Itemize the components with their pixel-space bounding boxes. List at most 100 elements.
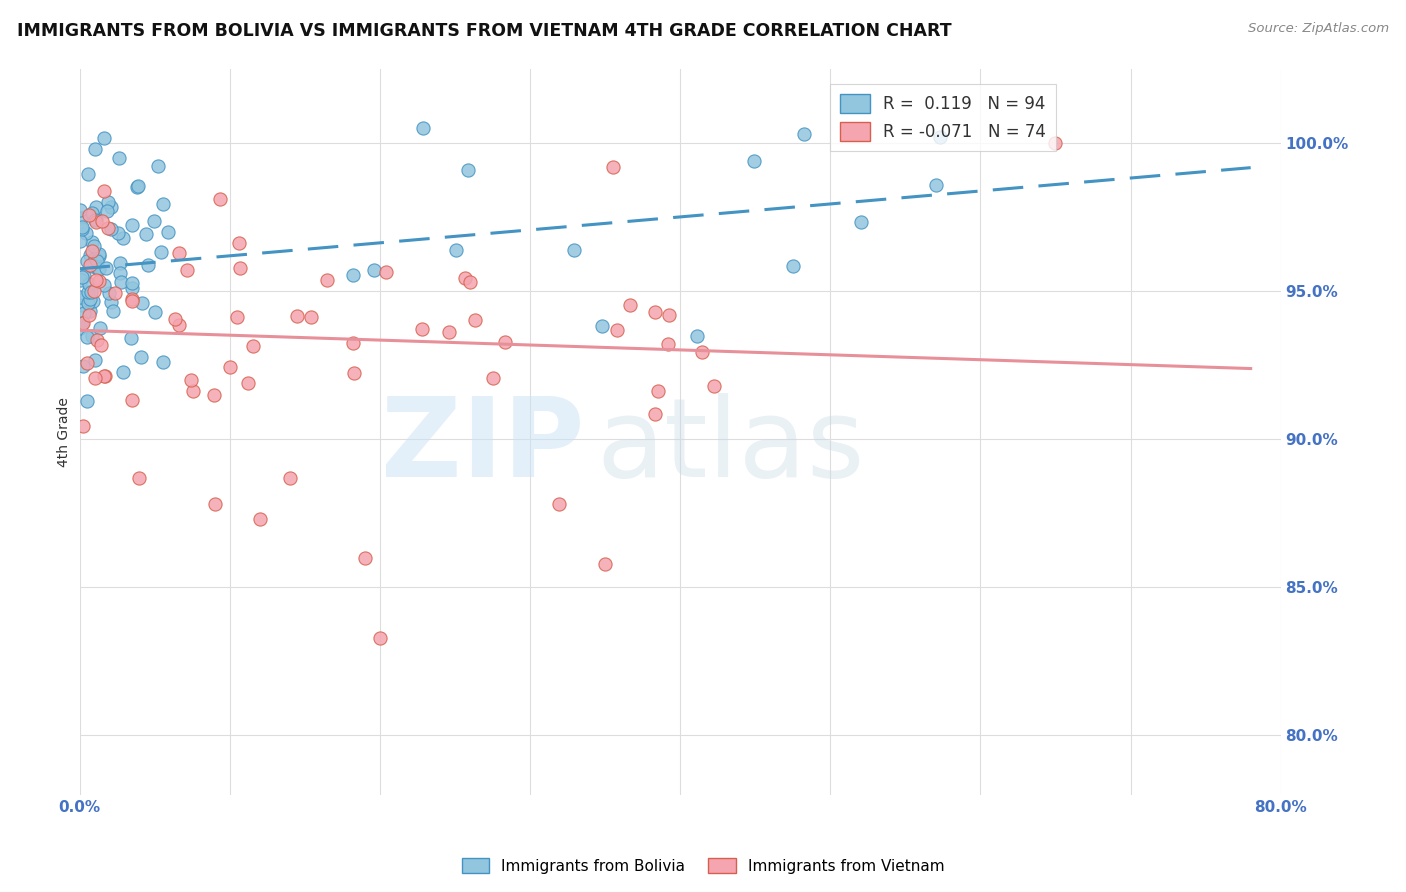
Point bbox=[77, 167, 100, 181]
Point bbox=[69, 290, 91, 304]
Point bbox=[228, 235, 250, 250]
Point bbox=[127, 180, 149, 194]
Point bbox=[93, 131, 115, 145]
Point bbox=[84, 252, 107, 266]
Point bbox=[176, 262, 198, 277]
Point bbox=[644, 407, 666, 421]
Point bbox=[89, 274, 111, 288]
Point bbox=[150, 244, 173, 259]
Point bbox=[619, 298, 641, 312]
Point bbox=[591, 318, 613, 333]
Point bbox=[72, 316, 94, 330]
Point bbox=[342, 268, 364, 282]
Point bbox=[80, 259, 103, 273]
Point bbox=[77, 277, 100, 292]
Point bbox=[644, 305, 666, 319]
Point bbox=[342, 336, 364, 351]
Point bbox=[82, 235, 104, 249]
Point bbox=[167, 318, 190, 332]
Point bbox=[219, 359, 242, 374]
Point bbox=[76, 356, 98, 370]
Point bbox=[86, 333, 108, 347]
Point bbox=[547, 497, 569, 511]
Point bbox=[77, 208, 100, 222]
Point bbox=[93, 369, 115, 384]
Point bbox=[83, 239, 105, 253]
Point bbox=[121, 292, 143, 306]
Point bbox=[782, 259, 804, 273]
Point bbox=[100, 200, 122, 214]
Point bbox=[686, 329, 709, 343]
Point bbox=[849, 215, 872, 229]
Point bbox=[121, 293, 143, 308]
Point bbox=[82, 329, 104, 343]
Point bbox=[80, 244, 103, 258]
Point bbox=[76, 227, 98, 241]
Point bbox=[121, 281, 143, 295]
Point bbox=[453, 270, 475, 285]
Point bbox=[93, 277, 115, 292]
Point bbox=[299, 310, 322, 324]
Point bbox=[152, 355, 174, 369]
Point bbox=[458, 275, 481, 289]
Point bbox=[278, 470, 301, 484]
Point bbox=[76, 394, 98, 409]
Point bbox=[647, 384, 669, 398]
Point bbox=[73, 291, 96, 305]
Point bbox=[69, 203, 91, 218]
Point bbox=[928, 130, 950, 145]
Y-axis label: 4th Grade: 4th Grade bbox=[58, 397, 72, 467]
Point bbox=[412, 120, 434, 135]
Point bbox=[152, 197, 174, 211]
Point bbox=[82, 206, 104, 220]
Point bbox=[93, 184, 115, 198]
Point bbox=[111, 365, 134, 379]
Point bbox=[100, 221, 122, 235]
Point bbox=[225, 310, 247, 324]
Point bbox=[446, 243, 468, 257]
Text: ZIP: ZIP bbox=[381, 392, 583, 500]
Point bbox=[83, 284, 105, 298]
Point bbox=[76, 254, 98, 268]
Point bbox=[657, 337, 679, 351]
Point bbox=[70, 211, 93, 225]
Legend: Immigrants from Bolivia, Immigrants from Vietnam: Immigrants from Bolivia, Immigrants from… bbox=[456, 852, 950, 880]
Point bbox=[156, 226, 179, 240]
Point bbox=[79, 258, 101, 272]
Point bbox=[148, 159, 170, 173]
Point bbox=[167, 245, 190, 260]
Point bbox=[437, 326, 460, 340]
Point bbox=[80, 285, 103, 300]
Point bbox=[342, 367, 364, 381]
Point bbox=[73, 305, 96, 319]
Point bbox=[84, 273, 107, 287]
Point bbox=[411, 322, 433, 336]
Point bbox=[91, 213, 114, 227]
Point bbox=[120, 330, 142, 344]
Point bbox=[209, 192, 232, 206]
Point bbox=[792, 127, 814, 141]
Point bbox=[84, 353, 107, 368]
Point bbox=[165, 312, 187, 326]
Point bbox=[69, 235, 91, 249]
Point bbox=[97, 285, 120, 300]
Point bbox=[72, 316, 94, 330]
Point bbox=[76, 330, 98, 344]
Point bbox=[89, 320, 111, 334]
Point bbox=[70, 219, 93, 234]
Point bbox=[97, 221, 120, 235]
Point bbox=[375, 265, 398, 279]
Point bbox=[131, 296, 153, 310]
Point bbox=[482, 370, 505, 384]
Point bbox=[72, 419, 94, 434]
Point bbox=[87, 262, 110, 277]
Point bbox=[457, 162, 479, 177]
Point bbox=[110, 275, 132, 289]
Point bbox=[368, 631, 391, 645]
Point bbox=[70, 269, 93, 284]
Point bbox=[69, 273, 91, 287]
Point bbox=[315, 273, 337, 287]
Point bbox=[135, 227, 157, 242]
Point bbox=[136, 258, 159, 272]
Point bbox=[238, 376, 260, 390]
